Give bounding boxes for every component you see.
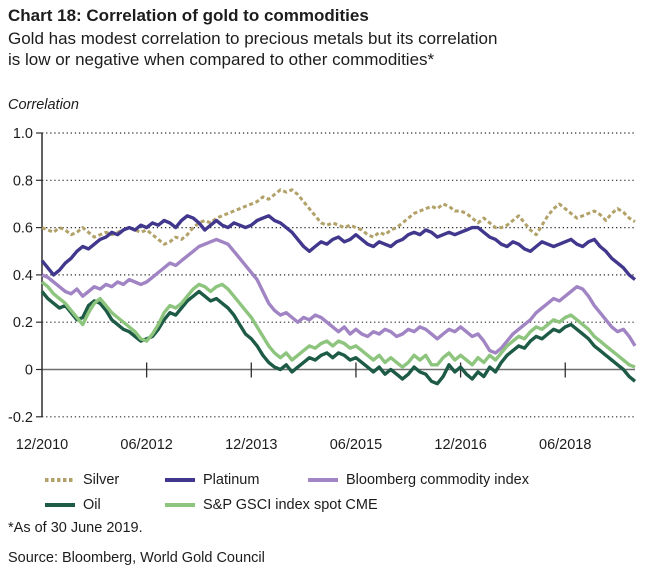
legend-swatch-platinum bbox=[165, 477, 195, 482]
legend-label-oil: Oil bbox=[83, 496, 101, 513]
legend-label-sp-gsci: S&P GSCI index spot CME bbox=[203, 496, 378, 513]
legend-item-bloomberg-commodity-index: Bloomberg commodity index bbox=[308, 472, 645, 488]
legend-label-platinum: Platinum bbox=[203, 471, 260, 488]
chart-subtitle-line1: Gold has modest correlation to precious … bbox=[8, 29, 498, 48]
x-axis: 12/2010 06/2012 12/2013 06/2015 12/2016 06/20… bbox=[16, 362, 591, 453]
y-tick-label: 0.2 bbox=[13, 315, 33, 331]
y-tick-label: 0.6 bbox=[13, 221, 33, 237]
legend-item-silver: Silver bbox=[45, 472, 165, 488]
chart-legend: Silver Platinum Bloomberg commodity inde… bbox=[45, 467, 645, 517]
gridlines bbox=[42, 132, 635, 418]
x-tick-label: 06/2018 bbox=[539, 437, 591, 453]
legend-item-sp-gsci: S&P GSCI index spot CME bbox=[165, 497, 645, 513]
y-axis: 1.0 0.8 0.6 0.4 0.2 0 -0.2 bbox=[8, 126, 43, 426]
legend-item-oil: Oil bbox=[45, 497, 165, 513]
series-line-bloomberg-commodity-index bbox=[41, 237, 637, 355]
series-line-s-p-gsci-index-spot-cme bbox=[40, 280, 636, 369]
legend-swatch-bloomberg-commodity-index bbox=[308, 477, 338, 482]
x-tick-label: 06/2015 bbox=[330, 437, 382, 453]
source-line: Source: Bloomberg, World Gold Council bbox=[8, 550, 265, 566]
legend-swatch-silver bbox=[45, 477, 75, 482]
y-axis-unit-label: Correlation bbox=[8, 97, 79, 113]
y-tick-label: 0.4 bbox=[13, 268, 33, 284]
x-tick-label: 06/2012 bbox=[120, 437, 172, 453]
x-tick-label: 12/2010 bbox=[16, 437, 68, 453]
legend-label-bloomberg-commodity-index: Bloomberg commodity index bbox=[346, 471, 529, 488]
chart-title: Chart 18: Correlation of gold to commodi… bbox=[8, 6, 369, 25]
x-tick-label: 12/2016 bbox=[434, 437, 486, 453]
chart-subtitle-line2: is low or negative when compared to othe… bbox=[8, 50, 435, 69]
y-tick-label: 0 bbox=[25, 363, 33, 379]
y-tick-label: -0.2 bbox=[8, 410, 33, 426]
footnote-as-of-date: *As of 30 June 2019. bbox=[8, 520, 143, 536]
y-tick-label: 0.8 bbox=[13, 173, 33, 189]
legend-item-platinum: Platinum bbox=[165, 472, 308, 488]
correlation-line-chart: 1.00.80.60.40.20-0.212/2010 06/2012 12/201… bbox=[8, 126, 637, 453]
series-line-oil bbox=[40, 289, 637, 386]
series-line-silver bbox=[41, 188, 636, 246]
legend-swatch-oil bbox=[45, 502, 75, 507]
x-tick-label: 12/2013 bbox=[225, 437, 277, 453]
legend-label-silver: Silver bbox=[83, 471, 120, 488]
series-line-platinum bbox=[40, 214, 637, 281]
legend-swatch-sp-gsci bbox=[165, 502, 195, 507]
y-tick-label: 1.0 bbox=[13, 126, 33, 142]
